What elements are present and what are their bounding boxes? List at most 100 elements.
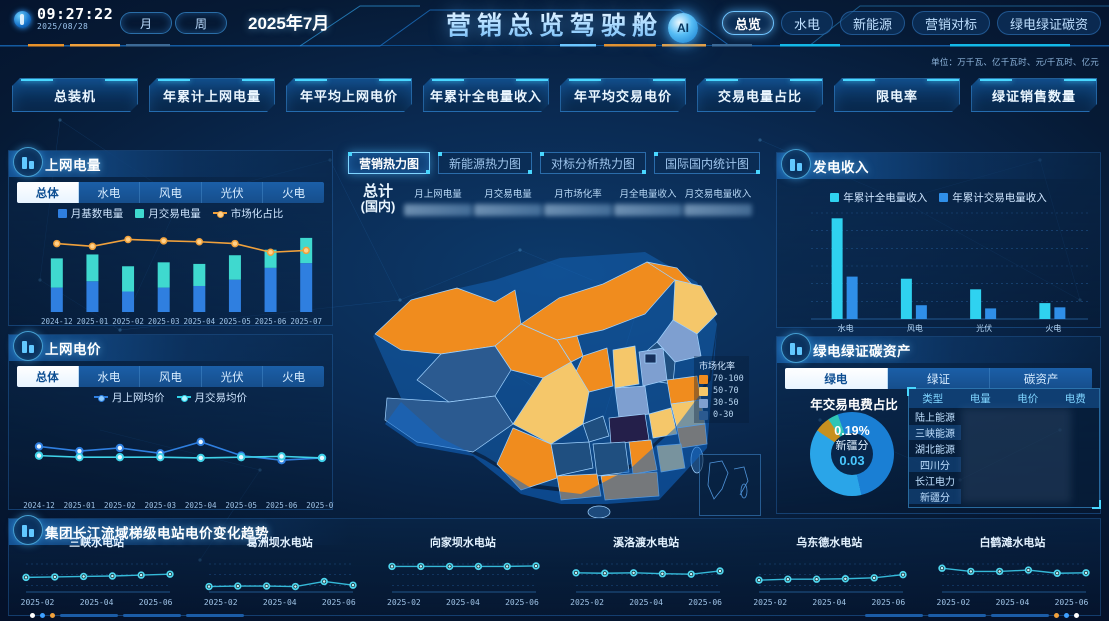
- nav-item-hydro[interactable]: 水电: [780, 11, 833, 35]
- panel-header: 绿电绿证碳资产: [777, 333, 1100, 363]
- tab-thermal[interactable]: 火电: [282, 187, 306, 200]
- tab-solar[interactable]: 光伏: [202, 182, 264, 203]
- legend-swatch-70-100: [699, 374, 708, 384]
- pager-bar[interactable]: [60, 614, 118, 617]
- legend-swatch-trade-revenue: [939, 192, 949, 202]
- legend-label-0-30: 0-30: [713, 410, 734, 420]
- station-pager-right[interactable]: [865, 613, 1079, 618]
- map-tab-new-energy-heatmap[interactable]: 新能源热力图: [438, 152, 533, 174]
- kpi-card-trade-power-share[interactable]: 交易电量占比: [697, 78, 823, 112]
- station-card[interactable]: 白鹤滩水电站 2025-02 2025-04 2025-06: [924, 534, 1101, 608]
- table-row[interactable]: 长江电力: [909, 472, 1099, 488]
- tab-hydro[interactable]: 水电: [79, 182, 141, 203]
- panel-generation-revenue: 发电收入 年累计全电量收入 年累计交易电量收入 水电 风电 光伏 火电: [776, 149, 1101, 333]
- row-label: 新疆分: [909, 488, 961, 504]
- revenue-legend: 年累计全电量收入 年累计交易电量收入: [777, 187, 1100, 207]
- map-legend-title: 市场化率: [699, 361, 736, 371]
- map-tab-benchmark-heatmap[interactable]: 对标分析热力图: [540, 152, 647, 174]
- pager-bar[interactable]: [123, 614, 181, 617]
- svg-text:2025-02: 2025-02: [112, 317, 144, 326]
- kpi-card-avg-online-price[interactable]: 年平均上网电价: [286, 78, 412, 112]
- station-name: 白鹤滩水电站: [979, 537, 1046, 549]
- pager-bar[interactable]: [865, 614, 923, 617]
- table-row[interactable]: 陆上能源: [909, 408, 1099, 424]
- pager-dot[interactable]: [1064, 613, 1069, 618]
- tab-carbon-asset[interactable]: 碳资产: [1023, 373, 1059, 386]
- row-label: 湖北能源: [915, 444, 955, 456]
- clock-widget: 09:27:22 2025/08/28: [14, 7, 113, 31]
- table-row[interactable]: 四川分: [909, 456, 1099, 472]
- table-row[interactable]: 三峡能源: [909, 424, 1099, 440]
- pager-bar[interactable]: [928, 614, 986, 617]
- tab-overall[interactable]: 总体: [17, 366, 79, 387]
- row-label: 长江电力: [915, 476, 955, 488]
- svg-text:2025-04: 2025-04: [184, 317, 216, 326]
- green-asset-table[interactable]: 类型 电量 电价 电费 陆上能源 三峡能源 湖北能源 四川分 长江电力 新疆分: [907, 387, 1101, 509]
- nav-item-overview[interactable]: 总览: [721, 11, 774, 35]
- map-tab-group: 营销热力图 新能源热力图 对标分析热力图 国际国内统计图: [348, 152, 761, 174]
- tab-overall[interactable]: 总体: [17, 182, 79, 203]
- kpi-card-avg-trade-price[interactable]: 年平均交易电价: [560, 78, 686, 112]
- pager-bar[interactable]: [991, 614, 1049, 617]
- station-chart-row: 三峡水电站 2025-02 2025-04 2025-06 葛洲坝水电站 2025-…: [8, 534, 1101, 608]
- kpi-label: 年平均上网电价: [299, 88, 398, 104]
- pager-dot[interactable]: [1054, 613, 1059, 618]
- tab-hydro[interactable]: 水电: [79, 366, 141, 387]
- table-row[interactable]: 湖北能源: [909, 440, 1099, 456]
- china-choropleth-map[interactable]: [345, 228, 765, 519]
- bar-chart-icon: [13, 331, 43, 361]
- kpi-card-curtailment-rate[interactable]: 限电率: [834, 78, 960, 112]
- ai-badge-icon[interactable]: AI: [668, 13, 698, 43]
- station-pager-left[interactable]: [30, 613, 244, 618]
- map-tab-marketing-heatmap[interactable]: 营销热力图: [348, 152, 431, 174]
- tab-wind[interactable]: 风电: [140, 366, 202, 387]
- pager-dot[interactable]: [40, 613, 45, 618]
- station-card[interactable]: 三峡水电站 2025-02 2025-04 2025-06: [8, 534, 185, 608]
- row-label: 陆上能源: [915, 412, 955, 424]
- table-row[interactable]: 新疆分: [909, 488, 1099, 504]
- period-toggle-month[interactable]: 月: [120, 12, 172, 34]
- station-card[interactable]: 向家坝水电站 2025-02 2025-04 2025-06: [374, 534, 551, 608]
- current-period-label: 2025年7月: [248, 9, 329, 34]
- station-card[interactable]: 葛洲坝水电站 2025-02 2025-04 2025-06: [191, 534, 368, 608]
- tab-green-cert[interactable]: 绿证: [888, 368, 991, 389]
- kpi-card-total-capacity[interactable]: 总装机: [12, 78, 138, 112]
- svg-text:2025-03: 2025-03: [144, 501, 176, 510]
- station-axis: 2025-02 2025-04 2025-06: [203, 598, 356, 607]
- svg-text:2025-06: 2025-06: [266, 501, 298, 510]
- page-title: 营销总览驾驶舱: [0, 6, 1109, 42]
- kpi-card-annual-full-revenue[interactable]: 年累计全电量收入: [423, 78, 549, 112]
- region-heilongjiang: [672, 279, 718, 335]
- legend-swatch-trade: [135, 208, 145, 218]
- pager-bar[interactable]: [186, 614, 244, 617]
- map-legend: 市场化率 70-100 50-70 30-50 0-30: [694, 356, 749, 423]
- station-card[interactable]: 溪洛渡水电站 2025-02 2025-04 2025-06: [558, 534, 735, 608]
- nav-item-new-energy[interactable]: 新能源: [839, 11, 905, 35]
- legend-label-full-revenue: 年累计全电量收入: [843, 191, 928, 204]
- legend-label-trade-avg: 月交易均价: [194, 391, 248, 404]
- station-card[interactable]: 乌东德水电站 2025-02 2025-04 2025-06: [741, 534, 918, 608]
- region-guizhou: [550, 441, 594, 477]
- th-price: 电价: [1017, 393, 1039, 405]
- trade-fee-donut-chart[interactable]: [810, 412, 894, 496]
- kpi-label: 年累计上网电量: [162, 88, 261, 104]
- tab-solar[interactable]: 光伏: [202, 366, 264, 387]
- region-jilin: [656, 319, 702, 363]
- kpi-card-annual-online-power[interactable]: 年累计上网电量: [149, 78, 275, 112]
- map-tab-intl-domestic-stats[interactable]: 国际国内统计图: [654, 152, 761, 174]
- pager-dot[interactable]: [30, 613, 35, 618]
- stat-market-rate: 月市场化率: [544, 186, 612, 216]
- tab-wind[interactable]: 风电: [140, 182, 202, 203]
- tab-thermal[interactable]: 火电: [282, 371, 306, 384]
- pager-dot[interactable]: [1074, 613, 1079, 618]
- period-toggle-week[interactable]: 周: [175, 12, 227, 34]
- nav-item-green-cert[interactable]: 绿电绿证碳资: [996, 11, 1101, 35]
- svg-text:2025-06: 2025-06: [255, 317, 287, 326]
- tab-green-power[interactable]: 绿电: [785, 368, 888, 389]
- legend-swatch-full-revenue: [830, 192, 840, 202]
- nav-item-benchmark[interactable]: 营销对标: [911, 11, 990, 35]
- kpi-card-green-cert-sales[interactable]: 绿证销售数量: [971, 78, 1097, 112]
- pager-dot[interactable]: [50, 613, 55, 618]
- station-axis: 2025-02 2025-04 2025-06: [387, 598, 539, 607]
